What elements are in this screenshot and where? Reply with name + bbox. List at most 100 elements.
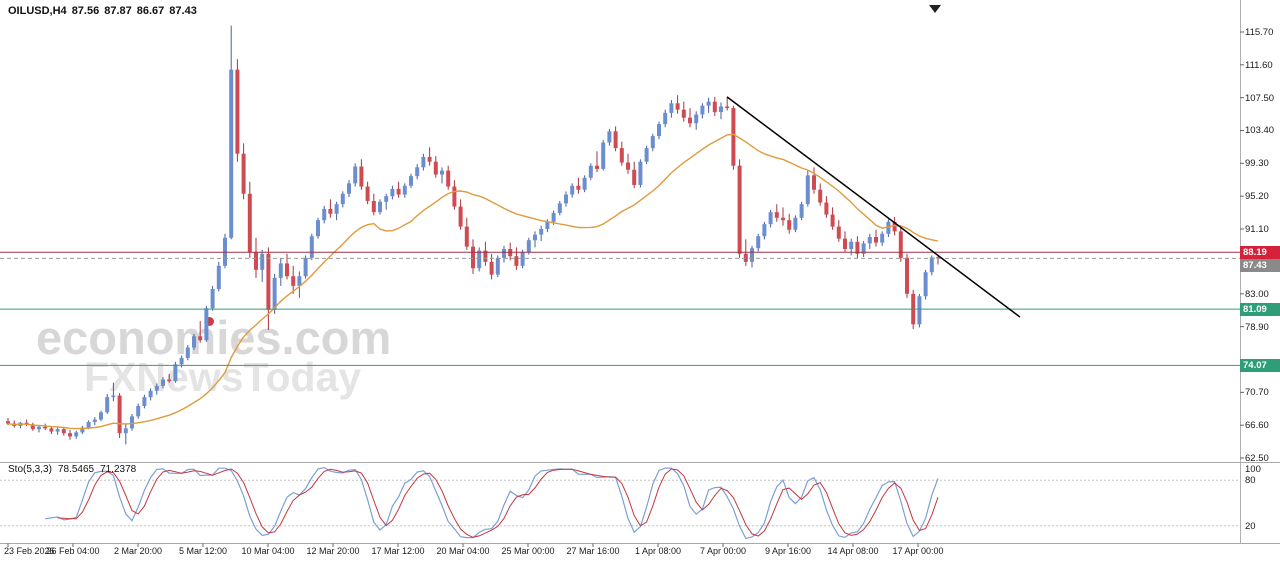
candle-body-down bbox=[725, 106, 730, 109]
candle-body-up bbox=[384, 196, 389, 202]
candle-body-down bbox=[843, 238, 847, 250]
candle-body-up bbox=[123, 428, 128, 434]
candle-body-down bbox=[30, 424, 35, 430]
candle-body-up bbox=[706, 101, 711, 106]
candle-body-up bbox=[793, 217, 798, 230]
candle-body-down bbox=[61, 429, 66, 434]
candle-body-up bbox=[378, 201, 382, 213]
time-axis-label: 25 Mar 00:00 bbox=[501, 546, 555, 556]
candle-body-down bbox=[836, 226, 841, 239]
candle-body-up bbox=[309, 236, 314, 258]
candle-body-down bbox=[898, 231, 903, 258]
candle-body-up bbox=[316, 220, 320, 237]
candle-body-down bbox=[936, 257, 940, 259]
candle-body-up bbox=[849, 241, 854, 250]
candle-body-up bbox=[440, 170, 444, 175]
candle-body-down bbox=[781, 217, 785, 221]
candle-body-up bbox=[173, 364, 178, 382]
candle-body-up bbox=[719, 106, 723, 113]
candle-body-down bbox=[266, 253, 271, 310]
stochastic-signal-line bbox=[57, 468, 939, 538]
candle-body-up bbox=[495, 257, 500, 275]
candle-body-up bbox=[74, 432, 79, 437]
candle-body-up bbox=[601, 142, 606, 169]
candle-body-up bbox=[297, 276, 302, 286]
candle-body-down bbox=[483, 250, 488, 262]
candle-body-down bbox=[514, 256, 519, 266]
price-tick-label: 95.20 bbox=[1245, 191, 1269, 203]
candle-body-down bbox=[576, 185, 581, 190]
candle-body-up bbox=[154, 385, 159, 391]
candle-body-up bbox=[303, 257, 308, 277]
candle-body-up bbox=[192, 336, 196, 348]
candle-body-up bbox=[409, 176, 413, 186]
candle-body-up bbox=[545, 221, 550, 229]
candle-body-up bbox=[886, 221, 891, 234]
candle-body-down bbox=[489, 261, 494, 275]
candle-body-up bbox=[347, 183, 351, 194]
candle-body-up bbox=[148, 390, 153, 398]
price-tick-label: 115.70 bbox=[1245, 27, 1274, 38]
candle-body-up bbox=[526, 240, 531, 253]
candle-body-up bbox=[539, 228, 544, 235]
candle-body-up bbox=[402, 185, 407, 195]
candle-body-up bbox=[216, 265, 221, 290]
candle-body-down bbox=[626, 162, 630, 170]
price-tick-label: 83.00 bbox=[1245, 288, 1269, 300]
price-tick-label: 91.10 bbox=[1245, 223, 1269, 235]
chart-ohlc-header: OILUSD,H4 87.56 87.87 86.67 87.43 bbox=[8, 5, 202, 17]
candle-body-up bbox=[700, 105, 705, 115]
indicator-level-label: 20 bbox=[1245, 520, 1256, 532]
candle-body-down bbox=[471, 246, 475, 269]
candle-body-down bbox=[452, 186, 457, 207]
candle-body-up bbox=[37, 426, 41, 430]
price-tick-label: 66.60 bbox=[1245, 420, 1269, 432]
candle-body-up bbox=[564, 194, 568, 204]
candle-body-down bbox=[892, 221, 897, 232]
candle-body-down bbox=[464, 226, 469, 247]
candle-body-down bbox=[285, 263, 289, 277]
candle-body-up bbox=[756, 236, 761, 249]
indicator-name: Sto(5,3,3) bbox=[8, 464, 52, 475]
candle-body-up bbox=[55, 429, 60, 432]
price-tick-label: 99.30 bbox=[1245, 158, 1269, 170]
candle-body-down bbox=[737, 165, 742, 254]
candle-body-down bbox=[675, 103, 680, 110]
candle-body-up bbox=[229, 69, 234, 238]
trendline[interactable] bbox=[726, 96, 1021, 318]
candle-body-up bbox=[136, 405, 141, 417]
time-axis-label: 7 Apr 00:00 bbox=[699, 546, 747, 556]
watermark-subbrand: FXNewsToday bbox=[84, 354, 362, 400]
candle-body-up bbox=[502, 249, 506, 258]
candle-body-down bbox=[328, 208, 333, 214]
candle-body-down bbox=[731, 108, 736, 166]
candle-body-up bbox=[421, 156, 426, 168]
candle-body-up bbox=[570, 185, 575, 195]
indicator-level-label: 100 bbox=[1245, 464, 1261, 475]
candle-body-up bbox=[669, 103, 674, 113]
candle-body-up bbox=[694, 114, 699, 124]
candle-body-down bbox=[68, 433, 72, 437]
candle-body-up bbox=[334, 204, 339, 214]
candle-body-down bbox=[117, 395, 122, 434]
indicator-main-value: 78.5465 bbox=[57, 464, 95, 475]
candle-body-up bbox=[768, 212, 773, 225]
candle-body-up bbox=[644, 148, 649, 162]
candle-body-up bbox=[520, 252, 525, 266]
candle-body-down bbox=[905, 257, 909, 294]
candle-body-up bbox=[588, 165, 593, 178]
candle-body-up bbox=[80, 427, 85, 433]
symbol-timeframe-label: OILUSD,H4 bbox=[8, 5, 67, 17]
time-axis-label: 27 Mar 16:00 bbox=[566, 546, 620, 556]
candle-body-up bbox=[607, 131, 612, 143]
candle-body-up bbox=[923, 272, 928, 297]
chart-shift-marker[interactable] bbox=[929, 5, 941, 13]
candle-body-up bbox=[805, 175, 810, 205]
watermark-logo-dot bbox=[205, 317, 214, 326]
candle-body-up bbox=[86, 421, 91, 428]
candle-body-up bbox=[657, 124, 661, 137]
candle-body-down bbox=[688, 117, 692, 124]
time-axis-label: 10 Mar 04:00 bbox=[241, 546, 295, 556]
